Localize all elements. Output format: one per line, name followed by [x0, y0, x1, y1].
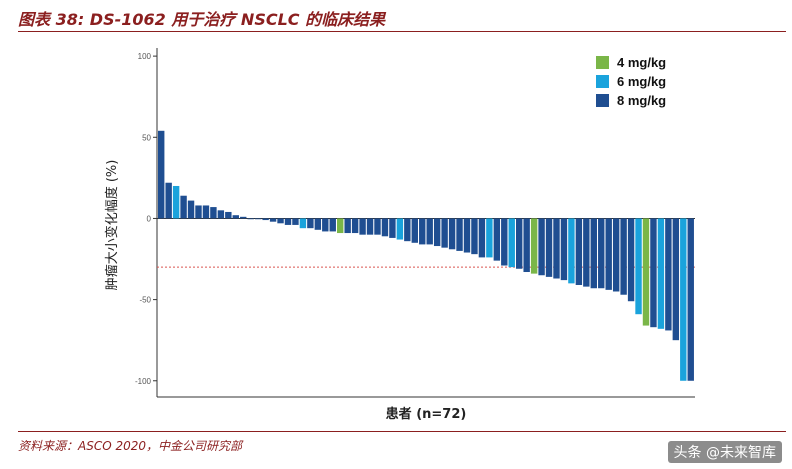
bar	[232, 215, 239, 219]
y-tick-label: 50	[142, 133, 151, 142]
watermark: 头条 @未来智库	[667, 441, 782, 463]
bar	[210, 207, 217, 219]
bar	[463, 218, 471, 253]
bar	[292, 218, 299, 225]
bar	[307, 218, 314, 229]
bar	[411, 218, 418, 243]
bar	[225, 211, 232, 219]
bar	[553, 218, 560, 279]
bar	[381, 218, 389, 237]
bar	[598, 218, 605, 289]
bar	[284, 218, 292, 225]
y-tick-label: 0	[147, 214, 152, 223]
bar	[478, 218, 486, 258]
bar	[247, 218, 254, 220]
source-divider	[18, 431, 786, 432]
bar	[195, 205, 202, 219]
bar	[441, 218, 448, 248]
bar	[568, 218, 575, 284]
bar	[650, 218, 657, 328]
bar	[501, 218, 508, 266]
bar	[269, 218, 277, 222]
y-tick-labels: 100 50 0 -50 -100	[135, 52, 157, 386]
bar	[351, 218, 359, 234]
bar	[680, 218, 687, 381]
bar	[254, 218, 262, 220]
bar	[217, 210, 225, 219]
bar	[165, 182, 172, 219]
legend-label: 8 mg/kg	[617, 93, 666, 108]
bar	[202, 205, 210, 219]
bar	[672, 218, 680, 341]
bar	[635, 218, 642, 315]
legend-swatch	[596, 94, 609, 107]
bar	[433, 218, 441, 247]
bar	[366, 218, 374, 235]
bar	[344, 218, 351, 234]
legend-swatch	[596, 56, 609, 69]
bar	[545, 218, 553, 277]
bar	[419, 218, 426, 245]
bar	[665, 218, 672, 331]
bar	[508, 218, 515, 268]
bar	[471, 218, 478, 255]
waterfall-chart: 100 50 0 -50 -100 4 mg/kg 6 mg/kg 8 mg/kg 肿瘤大小…	[104, 48, 695, 422]
bar	[389, 218, 396, 238]
legend-swatch	[596, 75, 609, 88]
chart-legend: 4 mg/kg 6 mg/kg 8 mg/kg	[596, 55, 666, 108]
source-note: 资料来源：ASCO 2020，中金公司研究部	[18, 439, 243, 453]
y-axis-label: 肿瘤大小变化幅度 (%)	[104, 160, 120, 291]
y-tick-label: 100	[138, 52, 152, 61]
x-axis-label: 患者 (n=72)	[386, 406, 467, 422]
bar	[262, 218, 269, 221]
chart-axes	[156, 48, 695, 398]
bar	[590, 218, 597, 289]
bar	[172, 185, 180, 219]
bar	[299, 218, 307, 229]
bar	[374, 218, 381, 235]
bar	[404, 218, 411, 242]
bar	[493, 218, 501, 261]
chart-title: 图表 38: DS-1062 用于治疗 NSCLC 的临床结果	[18, 10, 386, 29]
bar	[612, 218, 620, 292]
y-tick-label: -50	[139, 296, 151, 305]
bar	[605, 218, 612, 290]
bar	[322, 218, 329, 232]
bar	[523, 218, 530, 273]
bar	[456, 218, 463, 251]
bar	[516, 218, 523, 269]
bar	[359, 218, 366, 235]
bar	[560, 218, 568, 281]
bar	[277, 218, 284, 224]
bar	[158, 130, 165, 219]
bar	[657, 218, 665, 329]
legend-label: 6 mg/kg	[617, 74, 666, 89]
bar	[687, 218, 694, 381]
bar	[575, 218, 583, 285]
bar	[642, 218, 650, 326]
bar	[620, 218, 627, 295]
bar	[538, 218, 545, 276]
bar	[627, 218, 635, 302]
chart-bars	[158, 130, 694, 381]
bar	[583, 218, 590, 287]
bar	[314, 218, 322, 230]
bar	[426, 218, 433, 245]
bar	[240, 216, 247, 219]
bar	[337, 218, 344, 234]
bar	[396, 218, 404, 240]
legend-label: 4 mg/kg	[617, 55, 666, 70]
y-tick-label: -100	[135, 377, 152, 386]
bar	[329, 218, 336, 232]
bar	[486, 218, 493, 258]
bar	[530, 218, 538, 274]
bar	[448, 218, 456, 250]
bar	[180, 195, 187, 219]
bar	[187, 200, 195, 219]
title-divider	[18, 31, 786, 32]
